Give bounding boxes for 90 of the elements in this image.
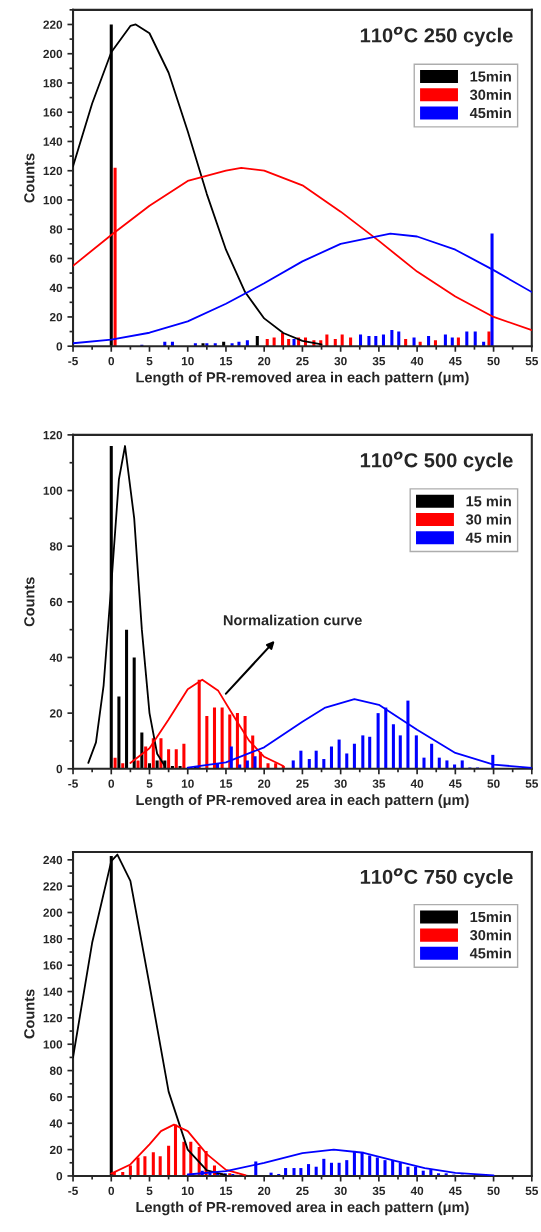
- x-axis-title: Length of PR-removed area in each pattern (μm): [136, 794, 469, 809]
- y-tick-label: 20: [49, 312, 63, 322]
- x-tick-label: 20: [258, 779, 271, 788]
- x-tick-label: -5: [68, 1186, 78, 1196]
- x-tick-label: 0: [108, 356, 115, 366]
- y-tick-label: 100: [43, 486, 63, 495]
- y-tick-label: 40: [49, 283, 63, 293]
- x-tick-label: 25: [296, 779, 309, 788]
- y-tick-label: 60: [49, 597, 63, 607]
- legend-label: 45 min: [465, 532, 511, 543]
- y-tick-label: 240: [43, 855, 63, 865]
- x-tick-label: 50: [487, 1186, 500, 1196]
- y-tick-label: 20: [49, 709, 63, 718]
- x-tick-label: 25: [296, 356, 309, 366]
- y-tick-label: 80: [49, 225, 63, 234]
- y-tick-label: 100: [43, 1040, 63, 1049]
- x-tick-label: 40: [410, 356, 424, 366]
- x-tick-label: 45: [448, 357, 462, 366]
- legend-label: 15min: [470, 71, 511, 82]
- x-tick-label: 40: [410, 779, 424, 788]
- legend-label: 15 min: [466, 495, 511, 507]
- y-tick-label: 140: [43, 137, 63, 146]
- y-tick-label: 220: [43, 882, 63, 891]
- legend-label: 45min: [469, 947, 511, 959]
- x-tick-label: 25: [296, 1186, 309, 1196]
- y-tick-label: 120: [43, 430, 63, 440]
- x-tick-label: 35: [372, 356, 386, 366]
- y-tick-label: 0: [56, 1171, 63, 1181]
- x-tick-label: 20: [258, 1186, 271, 1196]
- x-tick-label: 0: [108, 779, 115, 788]
- x-tick-label: 20: [258, 356, 271, 366]
- x-tick-label: 10: [181, 779, 194, 788]
- legend-label: 30min: [469, 89, 511, 100]
- x-tick-label: -5: [68, 357, 78, 366]
- y-tick-label: 40: [49, 653, 63, 662]
- y-tick-label: 40: [49, 1119, 63, 1128]
- y-tick-label: 200: [43, 908, 63, 917]
- y-tick-label: 220: [43, 20, 63, 29]
- x-tick-label: 10: [181, 1186, 194, 1196]
- x-tick-label: 55: [525, 779, 539, 788]
- x-tick-label: 50: [487, 356, 500, 366]
- x-tick-label: 45: [448, 1186, 462, 1196]
- x-tick-label: 0: [108, 1186, 115, 1196]
- y-tick-label: 60: [49, 1092, 63, 1102]
- x-tick-label: 45: [448, 779, 462, 788]
- x-tick-label: 5: [146, 357, 153, 366]
- x-tick-label: 5: [146, 779, 153, 788]
- legend-label: 15min: [470, 911, 511, 923]
- y-tick-label: 20: [49, 1145, 63, 1154]
- y-tick-label: 80: [49, 542, 63, 551]
- y-tick-label: 80: [49, 1066, 63, 1075]
- legend-label: 30min: [469, 929, 511, 941]
- x-tick-label: 15: [220, 779, 233, 788]
- annotation: Normalization curve: [223, 614, 362, 626]
- x-tick-label: 10: [181, 356, 194, 366]
- y-tick-label: 120: [43, 1013, 63, 1023]
- y-tick-label: 160: [43, 961, 63, 970]
- y-tick-label: 200: [43, 49, 63, 59]
- x-tick-label: 30: [334, 779, 347, 788]
- text: 110$^{o}$C 750 cycle: [360, 868, 513, 888]
- x-tick-label: -5: [68, 779, 78, 788]
- x-tick-label: 50: [487, 779, 500, 788]
- y-tick-label: 160: [43, 108, 63, 117]
- y-tick-label: 100: [43, 195, 63, 205]
- y-tick-label: 140: [43, 987, 63, 996]
- x-tick-label: 55: [525, 357, 539, 366]
- x-axis-title: Length of PR-removed area in each pattern (μm): [136, 1201, 469, 1216]
- x-tick-label: 40: [410, 1186, 424, 1196]
- legend-label: 45min: [469, 107, 511, 119]
- text: 110$^{o}$C 500 cycle: [360, 451, 513, 472]
- x-tick-label: 15: [220, 357, 233, 366]
- x-axis-title: Length of PR-removed area in each pattern (μm): [136, 371, 469, 386]
- y-tick-label: 0: [56, 342, 63, 351]
- x-tick-label: 35: [372, 779, 386, 788]
- y-tick-label: 60: [49, 254, 63, 263]
- legend-label: 30 min: [465, 513, 511, 525]
- x-tick-label: 30: [334, 356, 347, 366]
- y-tick-label: 180: [43, 79, 63, 88]
- y-tick-label: 0: [56, 764, 63, 774]
- x-tick-label: 55: [525, 1186, 539, 1196]
- y-tick-label: 120: [43, 166, 63, 176]
- text: 110$^{o}$C 250 cycle: [360, 26, 513, 47]
- x-tick-label: 30: [334, 1186, 347, 1196]
- x-tick-label: 35: [372, 1186, 386, 1196]
- x-tick-label: 15: [220, 1186, 233, 1196]
- x-tick-label: 5: [146, 1186, 153, 1196]
- y-axis-title: Counts: [24, 989, 35, 1039]
- y-axis-title: Counts: [24, 153, 35, 203]
- y-axis-title: Counts: [24, 577, 35, 627]
- y-tick-label: 180: [43, 934, 63, 944]
